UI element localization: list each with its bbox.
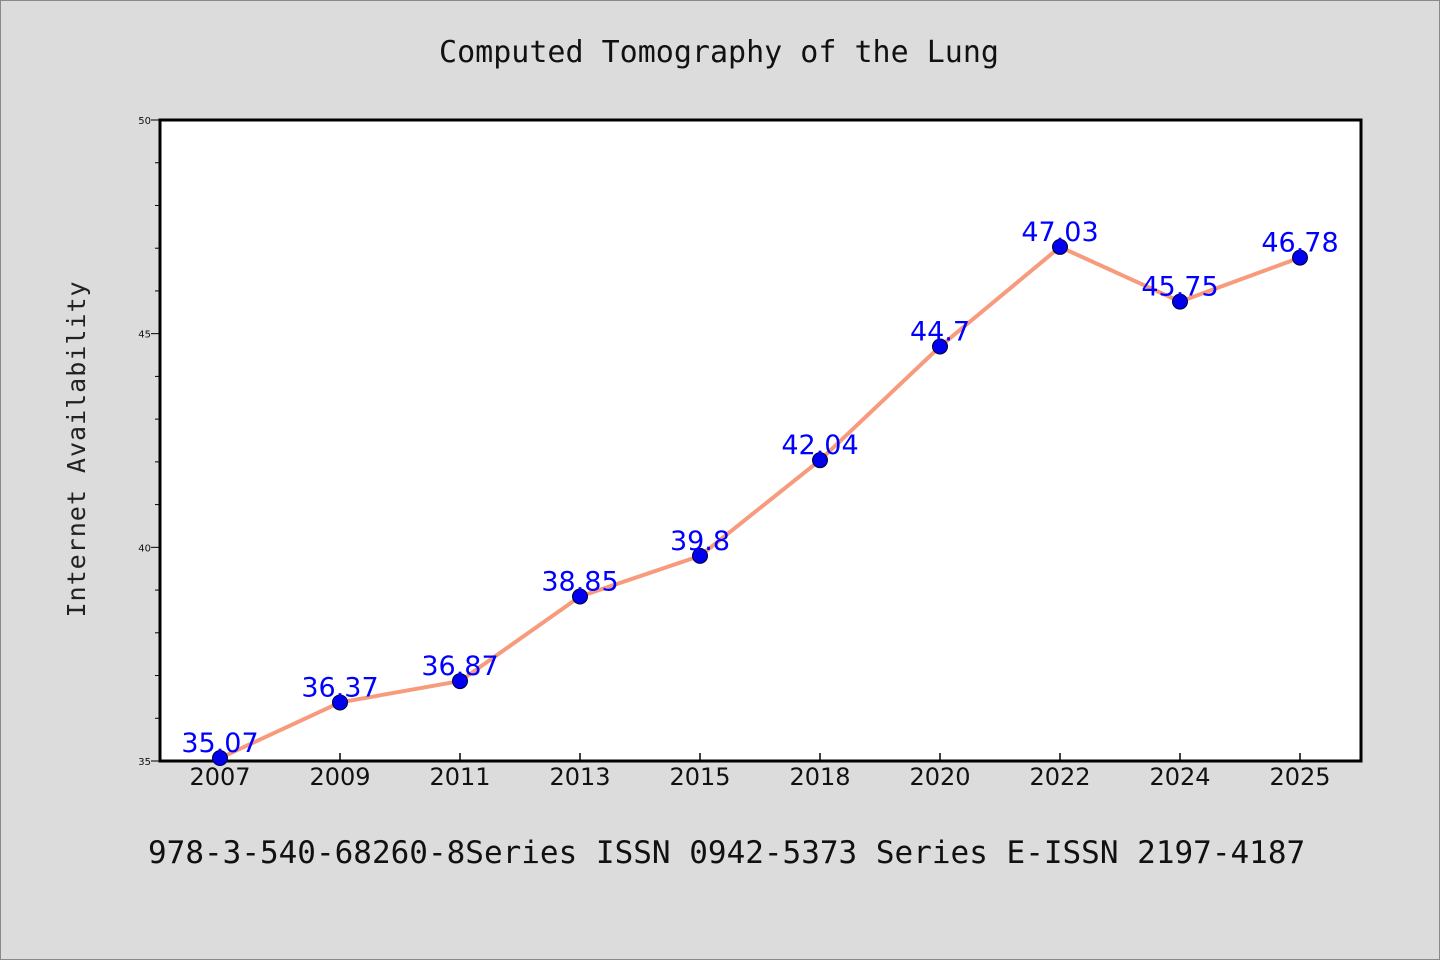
- data-point: [932, 338, 948, 355]
- plot-area: [158, 118, 1363, 763]
- data-point: [1292, 249, 1308, 266]
- series-line: [218, 244, 1302, 761]
- y-axis-label: Internet Availability: [62, 280, 91, 617]
- x-tick-label: 2011: [429, 763, 490, 791]
- data-point: [1052, 238, 1068, 255]
- data-point: [812, 452, 828, 469]
- data-point: [692, 547, 708, 564]
- data-point: [452, 673, 468, 690]
- data-point: [212, 750, 228, 767]
- chart-title: Computed Tomography of the Lung: [439, 35, 999, 70]
- x-tick-label: 2007: [189, 763, 250, 791]
- axis-ticks: 35 40 45 50 2007 2009 2011 2013 2015 2018 2020 2022…: [138, 116, 1330, 791]
- data-label: 38.85: [541, 566, 618, 597]
- x-tick-label: 2022: [1029, 763, 1090, 791]
- y-tick-label: 45: [138, 330, 151, 341]
- data-point: [1172, 293, 1188, 310]
- y-tick-label: 50: [138, 116, 151, 127]
- x-tick-label: 2025: [1269, 763, 1330, 791]
- x-tick-label: 2018: [789, 763, 850, 791]
- data-label: 42.04: [781, 430, 858, 461]
- data-label: 45.75: [1141, 272, 1218, 303]
- x-tick-label: 2009: [309, 763, 370, 791]
- data-series: [212, 238, 1308, 767]
- data-label: 36.37: [301, 672, 378, 703]
- y-tick-label: 40: [138, 543, 151, 554]
- data-label: 47.03: [1021, 217, 1098, 248]
- data-label: 44.7: [910, 316, 970, 347]
- x-tick-label: 2024: [1149, 763, 1210, 791]
- x-tick-label: 2020: [909, 763, 970, 791]
- data-label: 35.07: [181, 728, 258, 759]
- y-tick-label: 35: [138, 757, 151, 768]
- data-point: [332, 694, 348, 711]
- data-label: 36.87: [421, 651, 498, 682]
- data-point: [572, 588, 588, 605]
- footer-identifiers: 978-3-540-68260-8Series ISSN 0942-5373 S…: [148, 835, 1305, 871]
- data-label: 39.8: [670, 526, 730, 557]
- data-label: 46.78: [1261, 228, 1338, 259]
- data-labels: 35.07 36.37 36.87 38.85 39.8 42.04 44.7 47.03 45…: [181, 217, 1338, 759]
- x-tick-label: 2015: [669, 763, 730, 791]
- x-tick-label: 2013: [549, 763, 610, 791]
